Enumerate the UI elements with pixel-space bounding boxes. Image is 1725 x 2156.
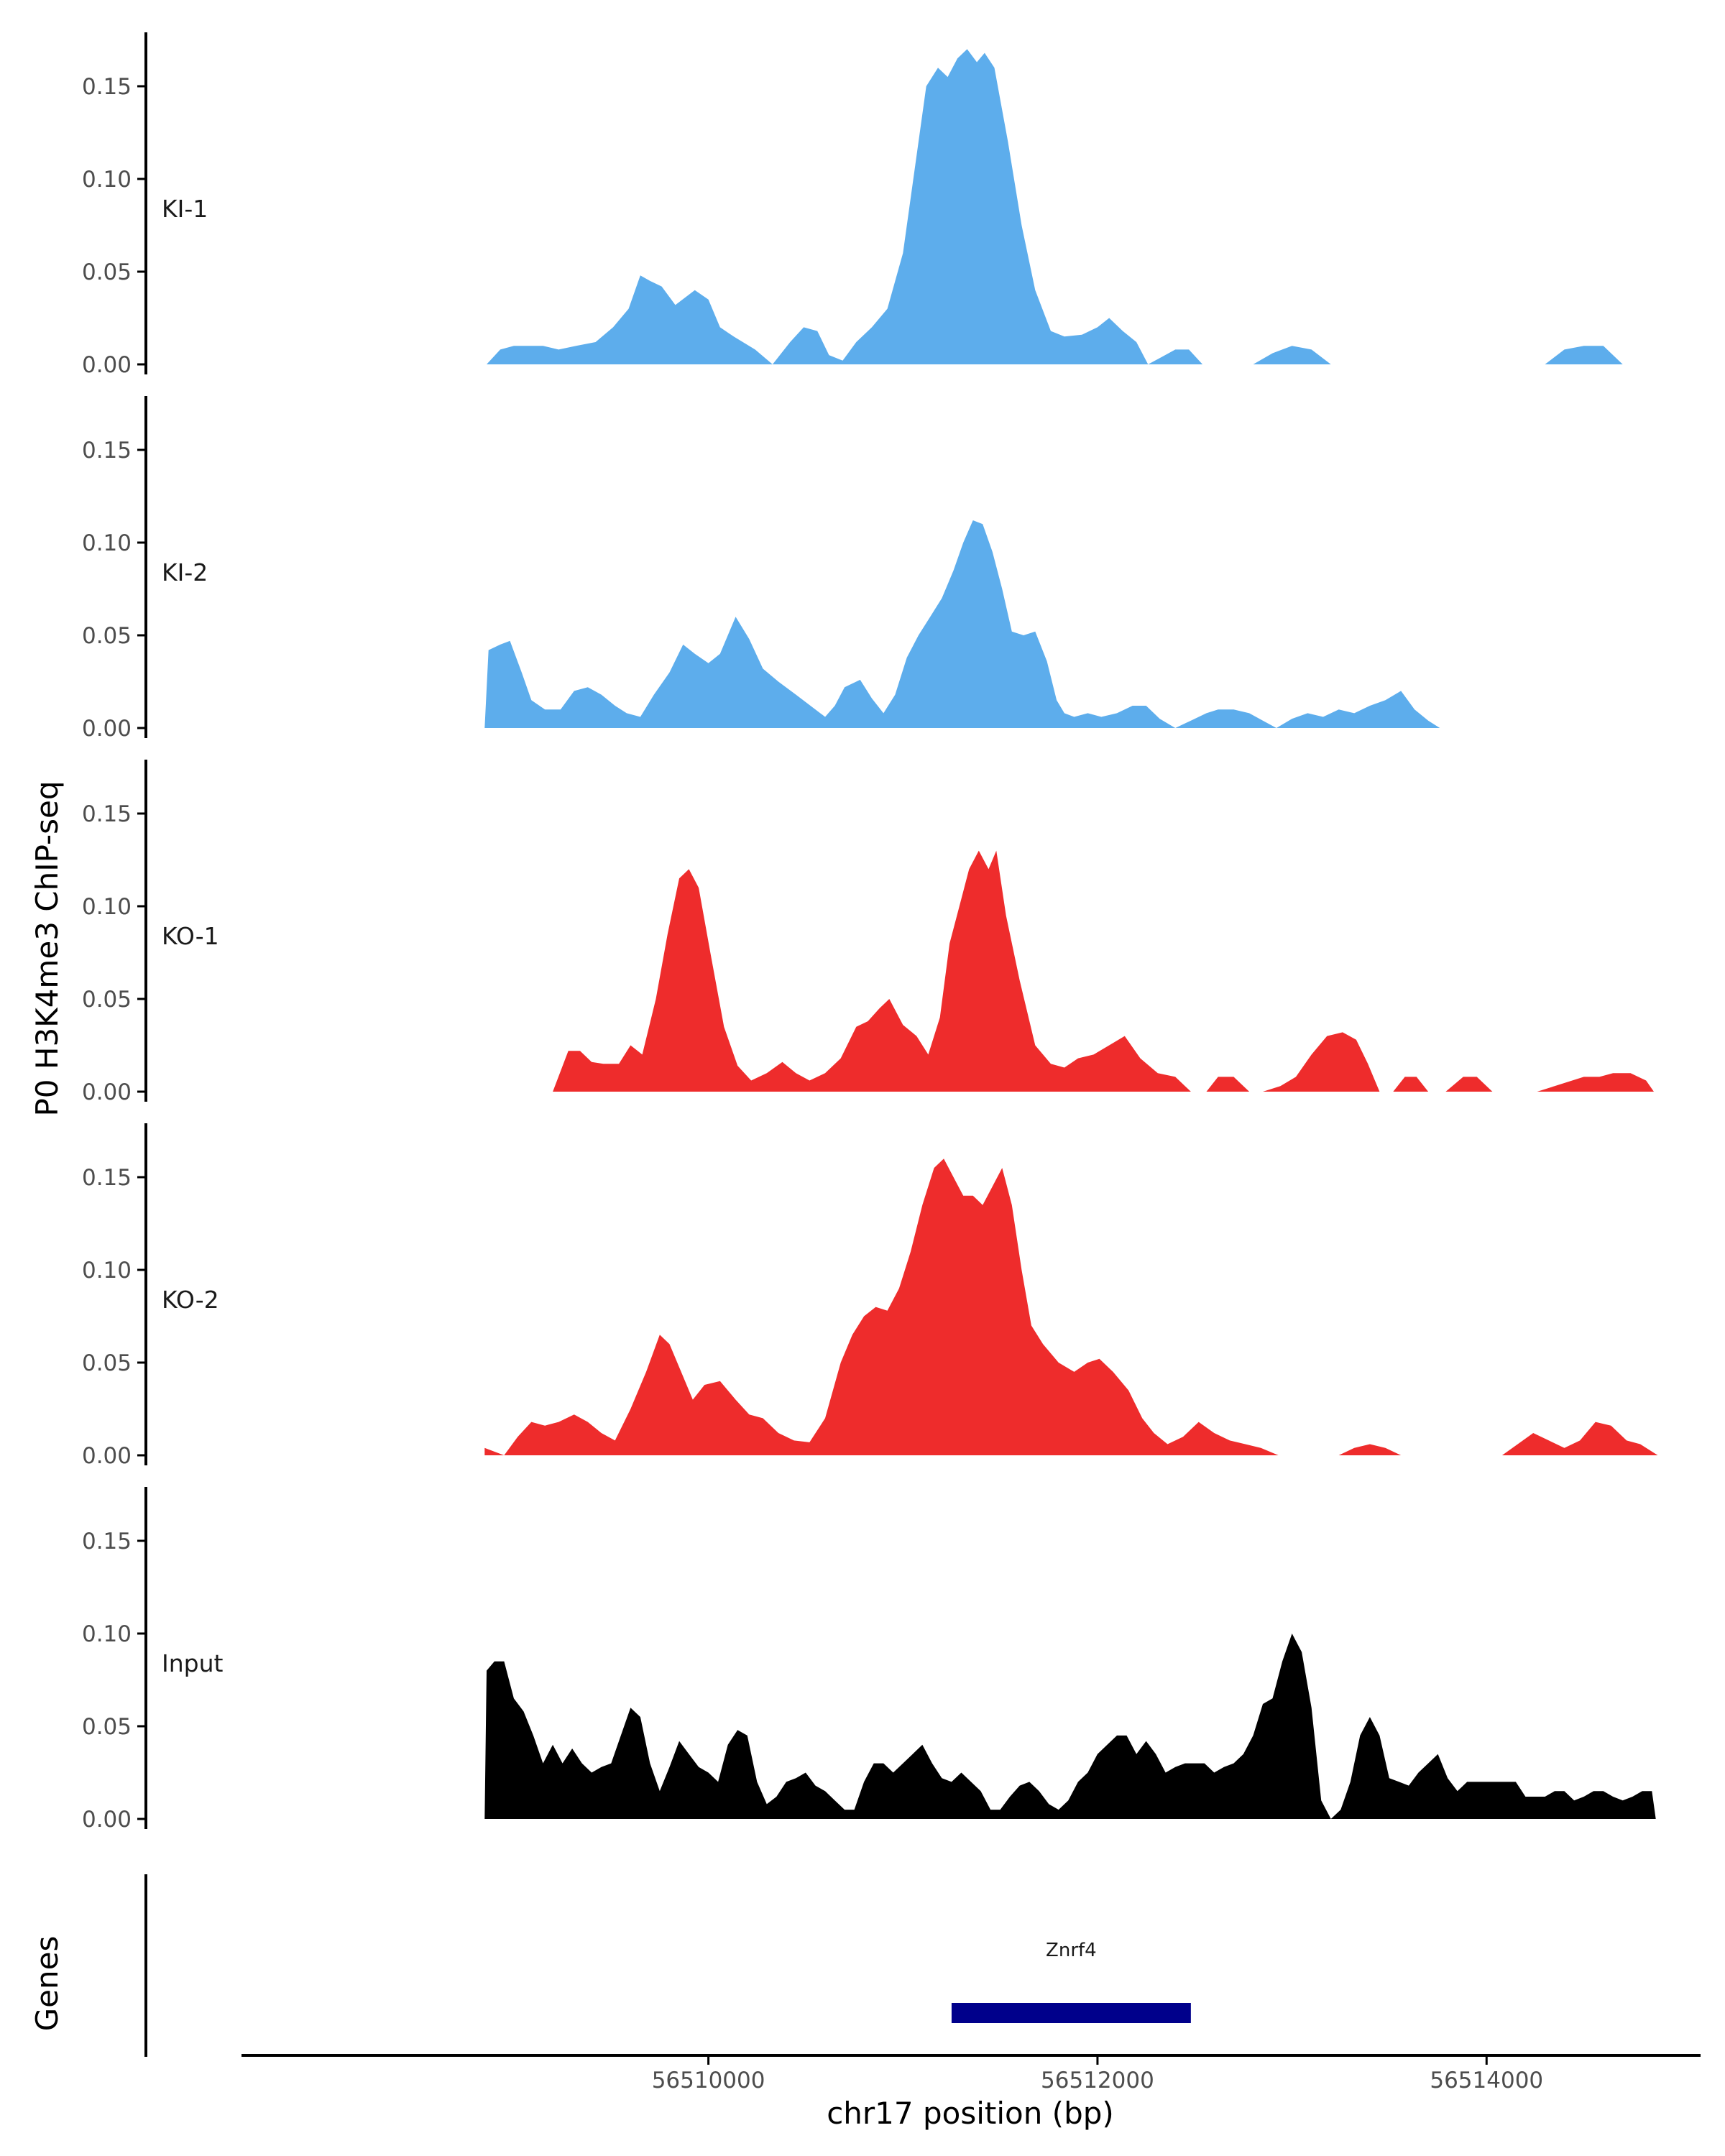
x-tick-label: 56512000 xyxy=(1041,2068,1154,2093)
y-tick-label: 0.15 xyxy=(82,801,132,827)
coverage-area xyxy=(487,49,1654,365)
track-ki-2: 0.00 0.05 0.10 0.15 KI-2 xyxy=(82,396,1463,742)
track-label: Input xyxy=(162,1649,224,1677)
y-tick-label: 0.10 xyxy=(82,167,132,193)
y-tick-label: 0.10 xyxy=(82,1621,132,1647)
coverage-area xyxy=(484,520,1463,728)
track-label: KI-2 xyxy=(162,558,208,586)
track-label: KO-2 xyxy=(162,1286,219,1314)
track-ko-2: 0.00 0.05 0.10 0.15 KO-2 xyxy=(82,1123,1658,1469)
y-tick-label: 0.10 xyxy=(82,894,132,920)
x-tick-label: 56514000 xyxy=(1430,2068,1543,2093)
y-axis-title: P0 H3K4me3 ChIP-seq xyxy=(29,780,65,1116)
coverage-area xyxy=(484,1634,1656,1819)
y-tick-label: 0.00 xyxy=(82,1807,132,1833)
y-tick-label: 0.05 xyxy=(82,1350,132,1376)
y-tick-label: 0.05 xyxy=(82,259,132,285)
track-label: KO-1 xyxy=(162,922,219,950)
y-tick-label: 0.15 xyxy=(82,1165,132,1191)
tracks-group: 0.00 0.05 0.10 0.15 KI-1 0.00 0.05 0.10 0.15 KI-2… xyxy=(82,32,1658,1833)
y-tick-label: 0.00 xyxy=(82,352,132,378)
track-input: 0.00 0.05 0.10 0.15 Input xyxy=(82,1487,1656,1833)
genes-axis-title: Genes xyxy=(29,1936,65,2032)
coverage-area xyxy=(553,850,1654,1092)
x-axis: 56510000 56512000 56514000 xyxy=(242,2054,1701,2093)
y-tick-label: 0.10 xyxy=(82,1258,132,1284)
y-tick-label: 0.05 xyxy=(82,623,132,649)
y-tick-label: 0.10 xyxy=(82,530,132,556)
y-tick-label: 0.05 xyxy=(82,1714,132,1740)
genes-panel: Znrf4 xyxy=(144,1874,1191,2057)
y-tick-label: 0.05 xyxy=(82,987,132,1013)
gene-bar xyxy=(951,2003,1191,2023)
y-tick-label: 0.00 xyxy=(82,716,132,742)
y-tick-label: 0.15 xyxy=(82,1529,132,1554)
x-axis-title: chr17 position (bp) xyxy=(827,2096,1114,2131)
y-tick-label: 0.15 xyxy=(82,74,132,100)
track-ko-1: 0.00 0.05 0.10 0.15 KO-1 xyxy=(82,760,1654,1105)
gene-label: Znrf4 xyxy=(1046,1940,1097,1961)
y-tick-label: 0.15 xyxy=(82,438,132,464)
track-ki-1: 0.00 0.05 0.10 0.15 KI-1 xyxy=(82,32,1654,378)
coverage-area xyxy=(484,1158,1658,1455)
y-tick-label: 0.00 xyxy=(82,1443,132,1469)
y-tick-label: 0.00 xyxy=(82,1079,132,1105)
track-label: KI-1 xyxy=(162,195,208,223)
x-tick-label: 56510000 xyxy=(652,2068,765,2093)
